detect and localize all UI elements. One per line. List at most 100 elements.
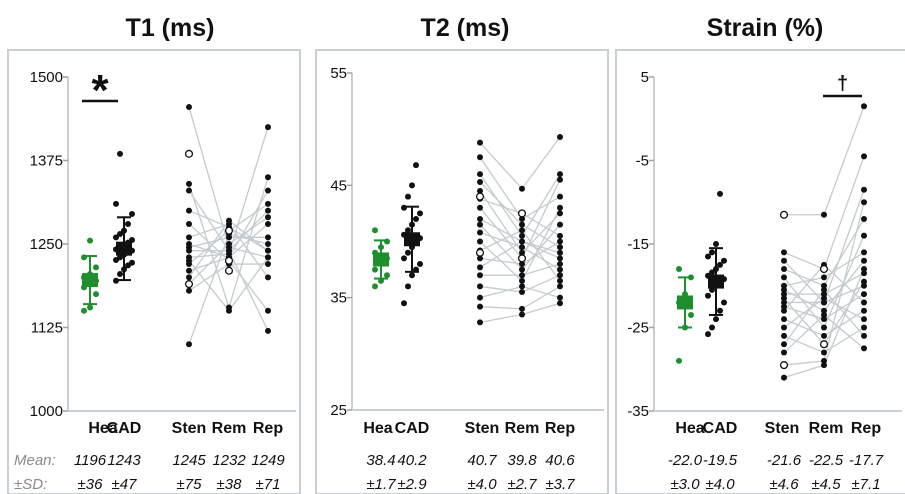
paired-line: [479, 136, 561, 190]
data-point-sten: [477, 238, 483, 245]
data-point-sten: [781, 249, 787, 256]
open-data-point: [184, 280, 194, 289]
mean-value: 1249: [251, 452, 285, 469]
data-point-cad: [409, 272, 415, 279]
data-point-rem: [226, 241, 232, 247]
data-point-sten: [477, 264, 483, 271]
data-point-rem: [821, 311, 827, 318]
data-point-rep: [265, 200, 271, 207]
mean-marker: [677, 295, 693, 310]
data-point-cad: [401, 255, 407, 262]
data-point-sten: [781, 374, 787, 381]
paired-line: [783, 326, 865, 354]
data-point-cad: [125, 220, 131, 227]
category-label: Sten: [465, 420, 500, 437]
significance-label: †: [837, 73, 848, 95]
data-point-rem: [821, 274, 827, 281]
sd-value: ±4.5: [811, 476, 841, 493]
data-point-sten: [477, 303, 483, 310]
data-point-rem: [821, 299, 827, 306]
data-point-cad: [405, 249, 411, 256]
data-point-hea: [93, 264, 99, 271]
y-tick-label: 35: [330, 290, 347, 307]
open-data-point: [224, 226, 234, 235]
mean-value: 40.6: [545, 452, 575, 469]
data-point-rem: [519, 249, 525, 256]
mean-value: 1196: [74, 452, 107, 469]
panel-title: T2 (ms): [421, 14, 510, 42]
significance-label: *: [91, 66, 109, 115]
data-point-rep: [861, 324, 867, 331]
y-tick-label: 1500: [30, 69, 63, 86]
data-point-rep: [265, 247, 271, 254]
data-point-sten: [477, 139, 483, 146]
data-point-cad: [713, 316, 719, 323]
data-point-cad: [405, 283, 411, 290]
category-label: CAD: [395, 420, 430, 437]
data-point-sten: [186, 287, 192, 294]
data-point-rep: [557, 193, 563, 200]
data-point-rem: [519, 227, 525, 234]
data-point-rem: [519, 221, 525, 228]
sd-row-label: ±SD:: [14, 476, 47, 493]
data-point-rep: [861, 199, 867, 206]
data-point-rem: [519, 216, 525, 223]
data-point-rem: [519, 244, 525, 251]
data-point-hea: [372, 283, 378, 290]
data-point-rem: [821, 316, 827, 323]
data-point-sten: [477, 187, 483, 194]
open-data-point: [819, 264, 829, 274]
data-point-sten: [477, 319, 483, 326]
sd-value: ±2.9: [397, 476, 427, 493]
y-tick-label: 1000: [30, 403, 63, 420]
sd-value: ±1.7: [366, 476, 396, 493]
y-tick-label: 45: [330, 177, 347, 194]
data-point-cad: [705, 292, 711, 299]
data-point-cad: [129, 259, 135, 266]
data-point-sten: [477, 272, 483, 279]
data-point-sten: [186, 104, 192, 111]
y-tick-label: 1125: [31, 320, 63, 337]
data-point-sten: [186, 220, 192, 227]
y-tick-label: 1375: [30, 153, 63, 170]
data-point-sten: [781, 341, 787, 348]
mean-marker: [82, 273, 98, 288]
data-point-rep: [861, 249, 867, 256]
category-label: CAD: [107, 420, 142, 437]
mean-value: -19.5: [703, 452, 738, 469]
data-point-rep: [557, 210, 563, 217]
data-point-cad: [117, 271, 123, 278]
open-data-point: [517, 209, 527, 218]
data-point-rep: [861, 103, 867, 110]
data-point-rep: [861, 266, 867, 273]
data-point-rep: [265, 214, 271, 221]
data-point-sten: [781, 349, 787, 356]
data-point-sten: [781, 257, 787, 264]
category-label: Hea: [675, 420, 704, 437]
data-point-sten: [781, 274, 787, 281]
panel-t2: T2 (ms) 25 35 45 55 Hea CAD Sten Rem Rep 38.4 40.2 4…: [315, 14, 609, 494]
data-point-rep: [557, 176, 563, 183]
mean-value: -22.5: [809, 452, 844, 469]
sd-value: ±2.7: [507, 476, 537, 493]
sd-value: ±38: [217, 476, 243, 493]
data-point-cad: [721, 257, 727, 264]
data-point-rem: [226, 307, 232, 314]
data-point-rem: [519, 311, 525, 318]
data-point-rep: [861, 232, 867, 239]
mean-value: -21.6: [767, 452, 802, 469]
data-point-hea: [676, 357, 682, 364]
data-point-sten: [186, 247, 192, 254]
data-point-sten: [477, 255, 483, 262]
data-point-cad: [721, 299, 727, 306]
mean-value: 1245: [172, 452, 206, 469]
data-point-cad: [709, 269, 715, 276]
panel-title: Strain (%): [707, 14, 824, 42]
open-data-point: [819, 340, 829, 349]
data-point-sten: [781, 295, 787, 302]
mean-value: -22.0: [668, 452, 703, 469]
open-data-point: [475, 248, 485, 257]
category-label: Sten: [172, 420, 207, 437]
data-point-cad: [413, 216, 419, 223]
